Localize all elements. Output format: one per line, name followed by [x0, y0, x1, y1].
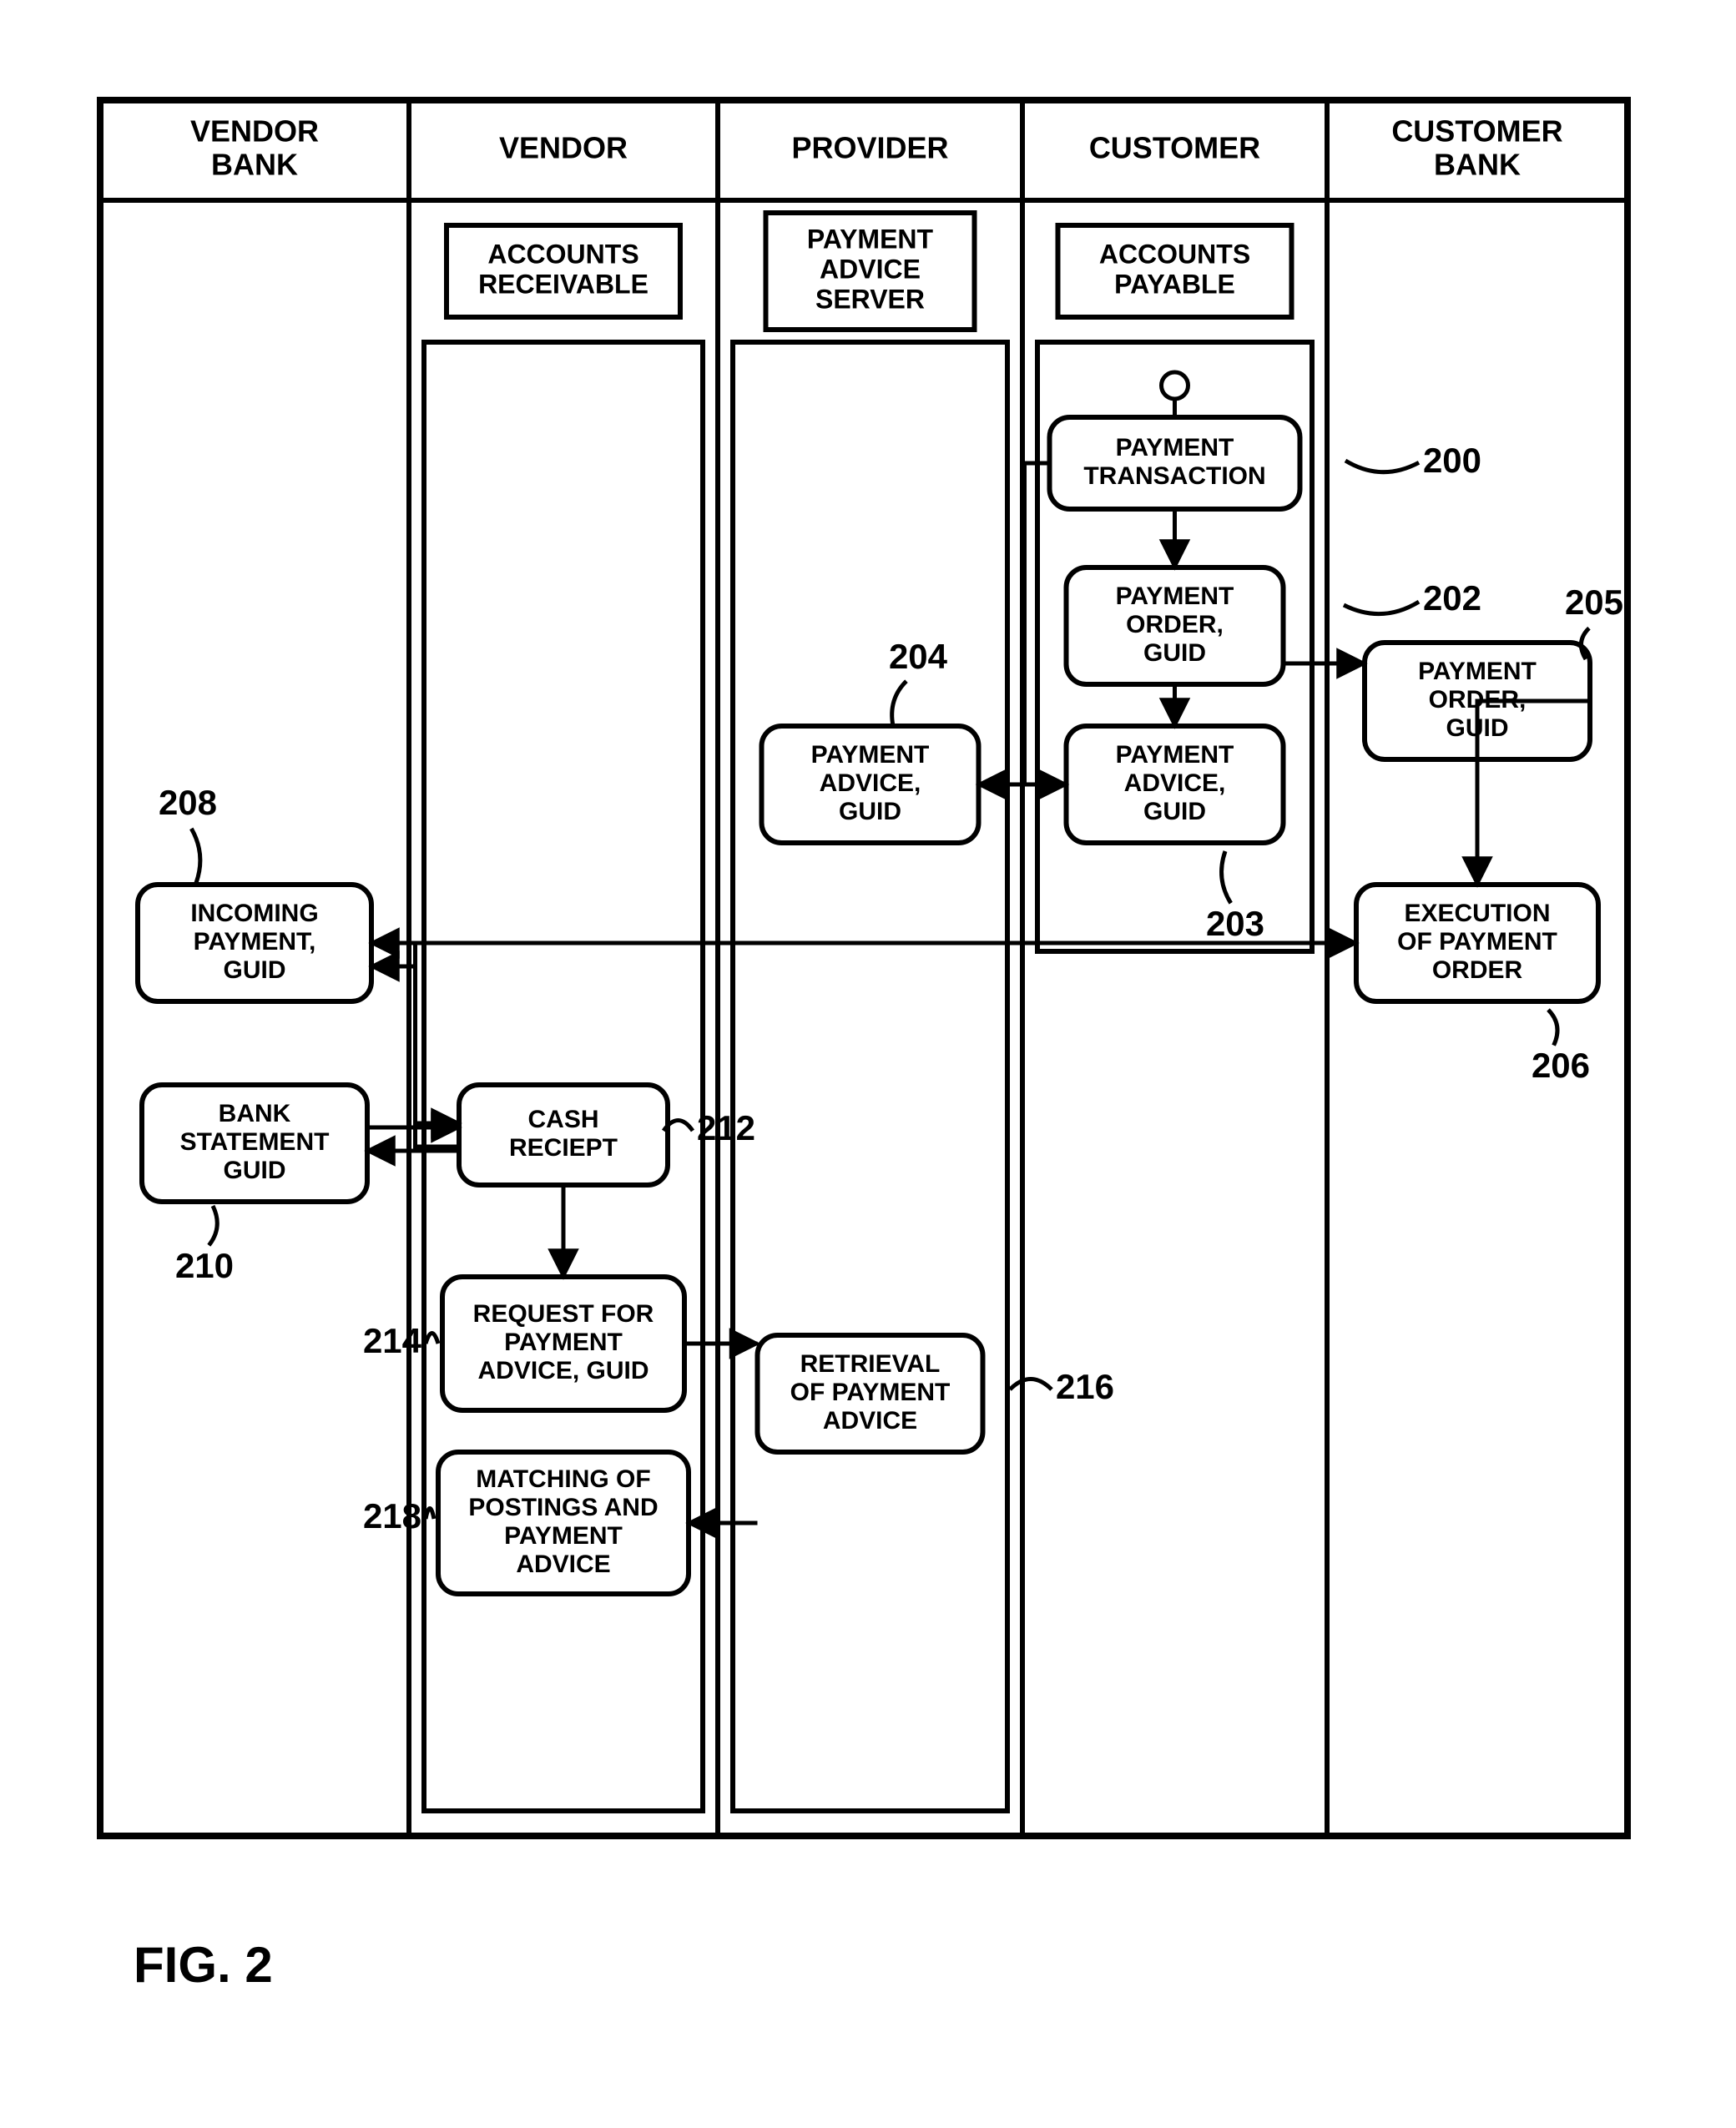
svg-text:205: 205	[1565, 582, 1623, 622]
svg-text:212: 212	[697, 1108, 755, 1147]
svg-text:RECIEPT: RECIEPT	[509, 1134, 618, 1162]
svg-text:OF PAYMENT: OF PAYMENT	[1397, 928, 1557, 956]
svg-text:CUSTOMER: CUSTOMER	[1089, 131, 1260, 165]
svg-text:REQUEST FOR: REQUEST FOR	[473, 1300, 654, 1328]
svg-text:204: 204	[889, 637, 948, 676]
svg-text:PAYMENT: PAYMENT	[811, 741, 930, 769]
svg-text:214: 214	[363, 1321, 422, 1360]
figure-label: FIG. 2	[134, 1936, 273, 1994]
svg-text:PAYMENT: PAYMENT	[1116, 741, 1234, 769]
svg-text:ORDER: ORDER	[1432, 956, 1523, 984]
svg-text:CUSTOMER: CUSTOMER	[1391, 114, 1562, 149]
svg-text:OF PAYMENT: OF PAYMENT	[790, 1379, 951, 1406]
svg-text:PAYMENT: PAYMENT	[504, 1522, 623, 1550]
svg-text:VENDOR: VENDOR	[499, 131, 628, 165]
svg-text:VENDOR: VENDOR	[190, 114, 319, 149]
svg-text:TRANSACTION: TRANSACTION	[1083, 462, 1265, 490]
svg-text:INCOMING: INCOMING	[190, 900, 318, 927]
svg-text:PAYMENT: PAYMENT	[1116, 434, 1234, 461]
svg-text:SERVER: SERVER	[815, 284, 925, 314]
svg-text:PAYMENT: PAYMENT	[504, 1329, 623, 1356]
svg-text:PAYMENT: PAYMENT	[807, 224, 934, 254]
svg-text:GUID: GUID	[1143, 639, 1206, 667]
svg-text:GUID: GUID	[839, 798, 901, 825]
svg-text:GUID: GUID	[224, 1157, 286, 1184]
svg-text:PAYMENT: PAYMENT	[1418, 658, 1537, 685]
svg-text:ADVICE, GUID: ADVICE, GUID	[477, 1357, 648, 1384]
svg-text:ADVICE: ADVICE	[820, 254, 921, 284]
svg-text:EXECUTION: EXECUTION	[1404, 900, 1550, 927]
svg-text:CASH: CASH	[527, 1106, 598, 1133]
svg-text:PAYMENT,: PAYMENT,	[194, 928, 316, 956]
svg-text:203: 203	[1206, 904, 1264, 943]
svg-text:POSTINGS AND: POSTINGS AND	[468, 1494, 658, 1521]
diagram-svg: VENDORBANKVENDORPROVIDERCUSTOMERCUSTOMER…	[0, 0, 1736, 2128]
svg-text:208: 208	[159, 783, 217, 822]
svg-text:PAYMENT: PAYMENT	[1116, 582, 1234, 610]
svg-text:ORDER,: ORDER,	[1126, 611, 1224, 638]
svg-text:PAYABLE: PAYABLE	[1114, 269, 1235, 299]
svg-text:216: 216	[1056, 1367, 1114, 1406]
svg-text:ACCOUNTS: ACCOUNTS	[487, 239, 638, 269]
svg-text:ADVICE,: ADVICE,	[820, 769, 921, 797]
svg-text:210: 210	[175, 1246, 234, 1285]
svg-text:200: 200	[1423, 441, 1481, 480]
svg-text:218: 218	[363, 1496, 421, 1535]
svg-text:GUID: GUID	[224, 956, 286, 984]
svg-text:PROVIDER: PROVIDER	[791, 131, 948, 165]
svg-text:BANK: BANK	[211, 148, 298, 182]
svg-text:202: 202	[1423, 578, 1481, 618]
svg-text:MATCHING OF: MATCHING OF	[476, 1465, 650, 1493]
svg-text:STATEMENT: STATEMENT	[180, 1128, 330, 1156]
diagram-page: VENDORBANKVENDORPROVIDERCUSTOMERCUSTOMER…	[0, 0, 1736, 2128]
svg-text:GUID: GUID	[1143, 798, 1206, 825]
svg-text:BANK: BANK	[219, 1100, 291, 1127]
svg-text:RETRIEVAL: RETRIEVAL	[800, 1350, 941, 1378]
svg-text:206: 206	[1532, 1046, 1590, 1085]
svg-text:ADVICE: ADVICE	[516, 1551, 610, 1578]
svg-text:ADVICE,: ADVICE,	[1124, 769, 1226, 797]
svg-text:ACCOUNTS: ACCOUNTS	[1099, 239, 1250, 269]
svg-text:RECEIVABLE: RECEIVABLE	[478, 269, 648, 299]
svg-text:BANK: BANK	[1434, 148, 1521, 182]
svg-text:ADVICE: ADVICE	[823, 1407, 917, 1435]
